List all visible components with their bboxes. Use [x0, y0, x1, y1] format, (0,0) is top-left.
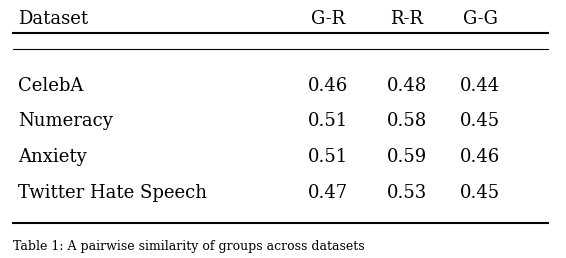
Text: 0.45: 0.45 [460, 184, 500, 202]
Text: 0.46: 0.46 [308, 77, 348, 95]
Text: 0.51: 0.51 [308, 112, 348, 130]
Text: 0.53: 0.53 [387, 184, 427, 202]
Text: 0.58: 0.58 [387, 112, 427, 130]
Text: Numeracy: Numeracy [18, 112, 113, 130]
Text: CelebA: CelebA [18, 77, 84, 95]
Text: Dataset: Dataset [18, 10, 88, 28]
Text: 0.44: 0.44 [460, 77, 500, 95]
Text: 0.51: 0.51 [308, 148, 348, 166]
Text: G-R: G-R [311, 10, 345, 28]
Text: 0.46: 0.46 [460, 148, 500, 166]
Text: 0.59: 0.59 [387, 148, 427, 166]
Text: Anxiety: Anxiety [18, 148, 87, 166]
Text: 0.47: 0.47 [308, 184, 348, 202]
Text: G-G: G-G [462, 10, 498, 28]
Text: 0.48: 0.48 [387, 77, 427, 95]
Text: 0.45: 0.45 [460, 112, 500, 130]
Text: R-R: R-R [391, 10, 423, 28]
Text: Table 1: A pairwise similarity of groups across datasets: Table 1: A pairwise similarity of groups… [12, 240, 365, 253]
Text: Twitter Hate Speech: Twitter Hate Speech [18, 184, 207, 202]
